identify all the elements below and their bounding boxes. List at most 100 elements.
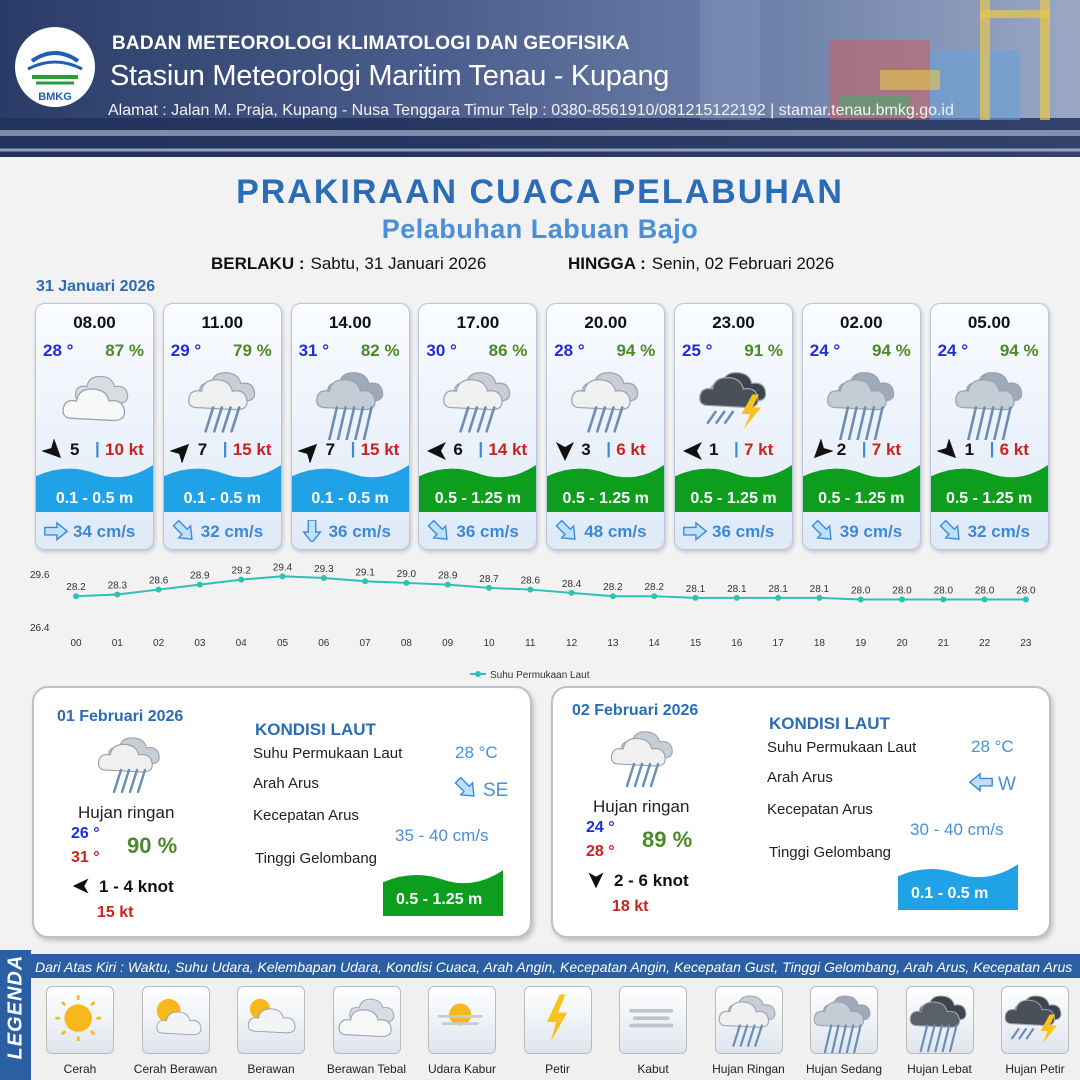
- x-tick-label: 08: [401, 638, 413, 649]
- hourly-card: 20.00 28 ° 94 % 3 | 6 kt 0.5 - 1.25 m 48…: [546, 303, 666, 550]
- hourly-card: 08.00 28 ° 87 % 5 | 10 kt 0.1 - 0.5 m 34…: [35, 303, 154, 550]
- x-tick-label: 22: [979, 638, 991, 649]
- legend-item-label: Hujan Ringan: [712, 1062, 785, 1076]
- forecast-date-label: 31 Januari 2026: [36, 278, 156, 295]
- x-tick-label: 07: [360, 638, 372, 649]
- x-tick-label: 00: [70, 638, 82, 649]
- day-date: 01 Februari 2026: [57, 708, 184, 725]
- data-label: 28.1: [768, 584, 788, 595]
- data-point: [651, 593, 658, 600]
- data-label: 29.1: [355, 567, 375, 578]
- current-row: 36 cm/s: [675, 519, 792, 545]
- x-tick-label: 15: [690, 638, 702, 649]
- air-temperature: 25 °: [682, 341, 713, 360]
- legend-item-label: Berawan: [247, 1062, 295, 1076]
- wind-row: 6 | 14 kt: [419, 439, 536, 461]
- data-label: 28.1: [810, 584, 830, 595]
- data-point: [527, 586, 534, 593]
- humidity: 86 %: [488, 341, 528, 360]
- wind-speed: 5: [70, 440, 80, 459]
- separator: |: [95, 439, 100, 458]
- separator: |: [734, 439, 739, 458]
- data-point: [940, 596, 947, 603]
- logo-text: BMKG: [38, 91, 72, 103]
- x-tick-label: 12: [566, 638, 578, 649]
- hourly-time: 17.00: [456, 313, 500, 332]
- data-label: 28.9: [190, 571, 210, 582]
- petir-icon: [523, 986, 592, 1054]
- wave-shape: [163, 457, 281, 517]
- gust-speed: 7 kt: [744, 440, 774, 459]
- wave-shape: [419, 457, 537, 517]
- current-speed-label: Kecepatan Arus: [767, 801, 873, 818]
- current-direction: W: [998, 774, 1016, 795]
- legend-item-label: Hujan Sedang: [805, 1062, 883, 1076]
- x-tick-label: 03: [194, 638, 206, 649]
- gust-speed: 7 kt: [871, 440, 902, 459]
- sea-condition-heading: KONDISI LAUT: [255, 720, 376, 739]
- current-row: 34 cm/s: [36, 519, 153, 545]
- legend-description-band: Dari Atas Kiri : Waktu, Suhu Udara, Kele…: [31, 954, 1080, 978]
- current-speed: 30 - 40 cm/s: [910, 820, 1004, 839]
- wave-shape: [930, 457, 1048, 517]
- gust-speed: 10 kt: [105, 440, 144, 459]
- x-tick-label: 11: [525, 638, 536, 649]
- weather-condition: Hujan ringan: [593, 797, 690, 816]
- data-label: 29.4: [273, 562, 293, 573]
- separator: |: [606, 439, 611, 458]
- data-point: [444, 581, 451, 588]
- legend-item-label: Cerah Berawan: [133, 1062, 218, 1076]
- legend-item-label: Kabut: [637, 1062, 669, 1076]
- x-tick-label: 09: [442, 638, 454, 649]
- current-speed: 32 cm/s: [200, 522, 264, 541]
- gust-speed: 15 kt: [360, 440, 400, 459]
- valid-to-value: Senin, 02 Februari 2026: [651, 254, 835, 273]
- data-point: [403, 579, 410, 586]
- legend-title: LEGENDA: [4, 954, 27, 1060]
- cerah-berawan-icon: [141, 986, 210, 1054]
- wind-direction-icon: [296, 439, 322, 468]
- humidity: 91 %: [744, 341, 783, 360]
- current-direction-icon: [42, 520, 70, 547]
- kabut-icon: [619, 986, 687, 1054]
- data-label: 28.2: [66, 582, 86, 593]
- wave-height: 0.1 - 0.5 m: [55, 490, 134, 507]
- x-tick-label: 10: [483, 638, 495, 649]
- wave-height: 0.1 - 0.5 m: [911, 885, 989, 902]
- wave-height-label: Tinggi Gelombang: [769, 844, 892, 861]
- y-tick-label: 29.6: [30, 570, 50, 581]
- wave-height: 0.5 - 1.25 m: [434, 490, 522, 507]
- current-direction-icon: [809, 519, 837, 547]
- hourly-card: 23.00 25 ° 91 % 1 | 7 kt 0.5 - 1.25 m 36…: [674, 303, 793, 550]
- wind-row: 7 | 15 kt: [292, 439, 409, 464]
- separator: |: [861, 439, 867, 458]
- hourly-card: 17.00 30 ° 86 % 6 | 14 kt 0.5 - 1.25 m 3…: [418, 303, 538, 550]
- legend-item-label: Cerah: [63, 1062, 97, 1076]
- data-label: 29.2: [231, 566, 251, 577]
- data-label: 28.6: [149, 576, 169, 587]
- weather-condition: Hujan ringan: [78, 803, 175, 822]
- hujan-sedang-icon: [949, 362, 1033, 445]
- temp-max: 28 °: [586, 843, 615, 860]
- wind-row: 3 | 6 kt: [547, 439, 664, 461]
- valid-to: HINGGA : Senin, 02 Februari 2026: [568, 254, 834, 274]
- temp-max: 31 °: [71, 849, 100, 866]
- current-direction-icon: [170, 519, 198, 547]
- data-point: [692, 594, 699, 601]
- hourly-time: 08.00: [73, 313, 116, 332]
- data-point: [857, 596, 864, 603]
- wind-direction-icon: [553, 439, 577, 468]
- air-temperature: 29 °: [170, 341, 202, 360]
- wave-shape: [291, 457, 409, 517]
- current-direction-label: Arah Arus: [767, 769, 833, 786]
- sst-value: 28 °C: [455, 743, 498, 762]
- humidity: 82 %: [360, 341, 400, 360]
- wind-direction-icon: [71, 876, 91, 901]
- wave-height: 0.1 - 0.5 m: [311, 490, 389, 507]
- berawan-tebal-icon: [332, 986, 401, 1054]
- legend-item-label: Hujan Petir: [1005, 1062, 1065, 1076]
- data-label: 28.4: [562, 579, 582, 590]
- hourly-card: 05.00 24 ° 94 % 1 | 6 kt 0.5 - 1.25 m 32…: [929, 303, 1049, 550]
- legend-description: Dari Atas Kiri : Waktu, Suhu Udara, Kele…: [35, 959, 1073, 975]
- legend-item-label: Petir: [545, 1062, 570, 1076]
